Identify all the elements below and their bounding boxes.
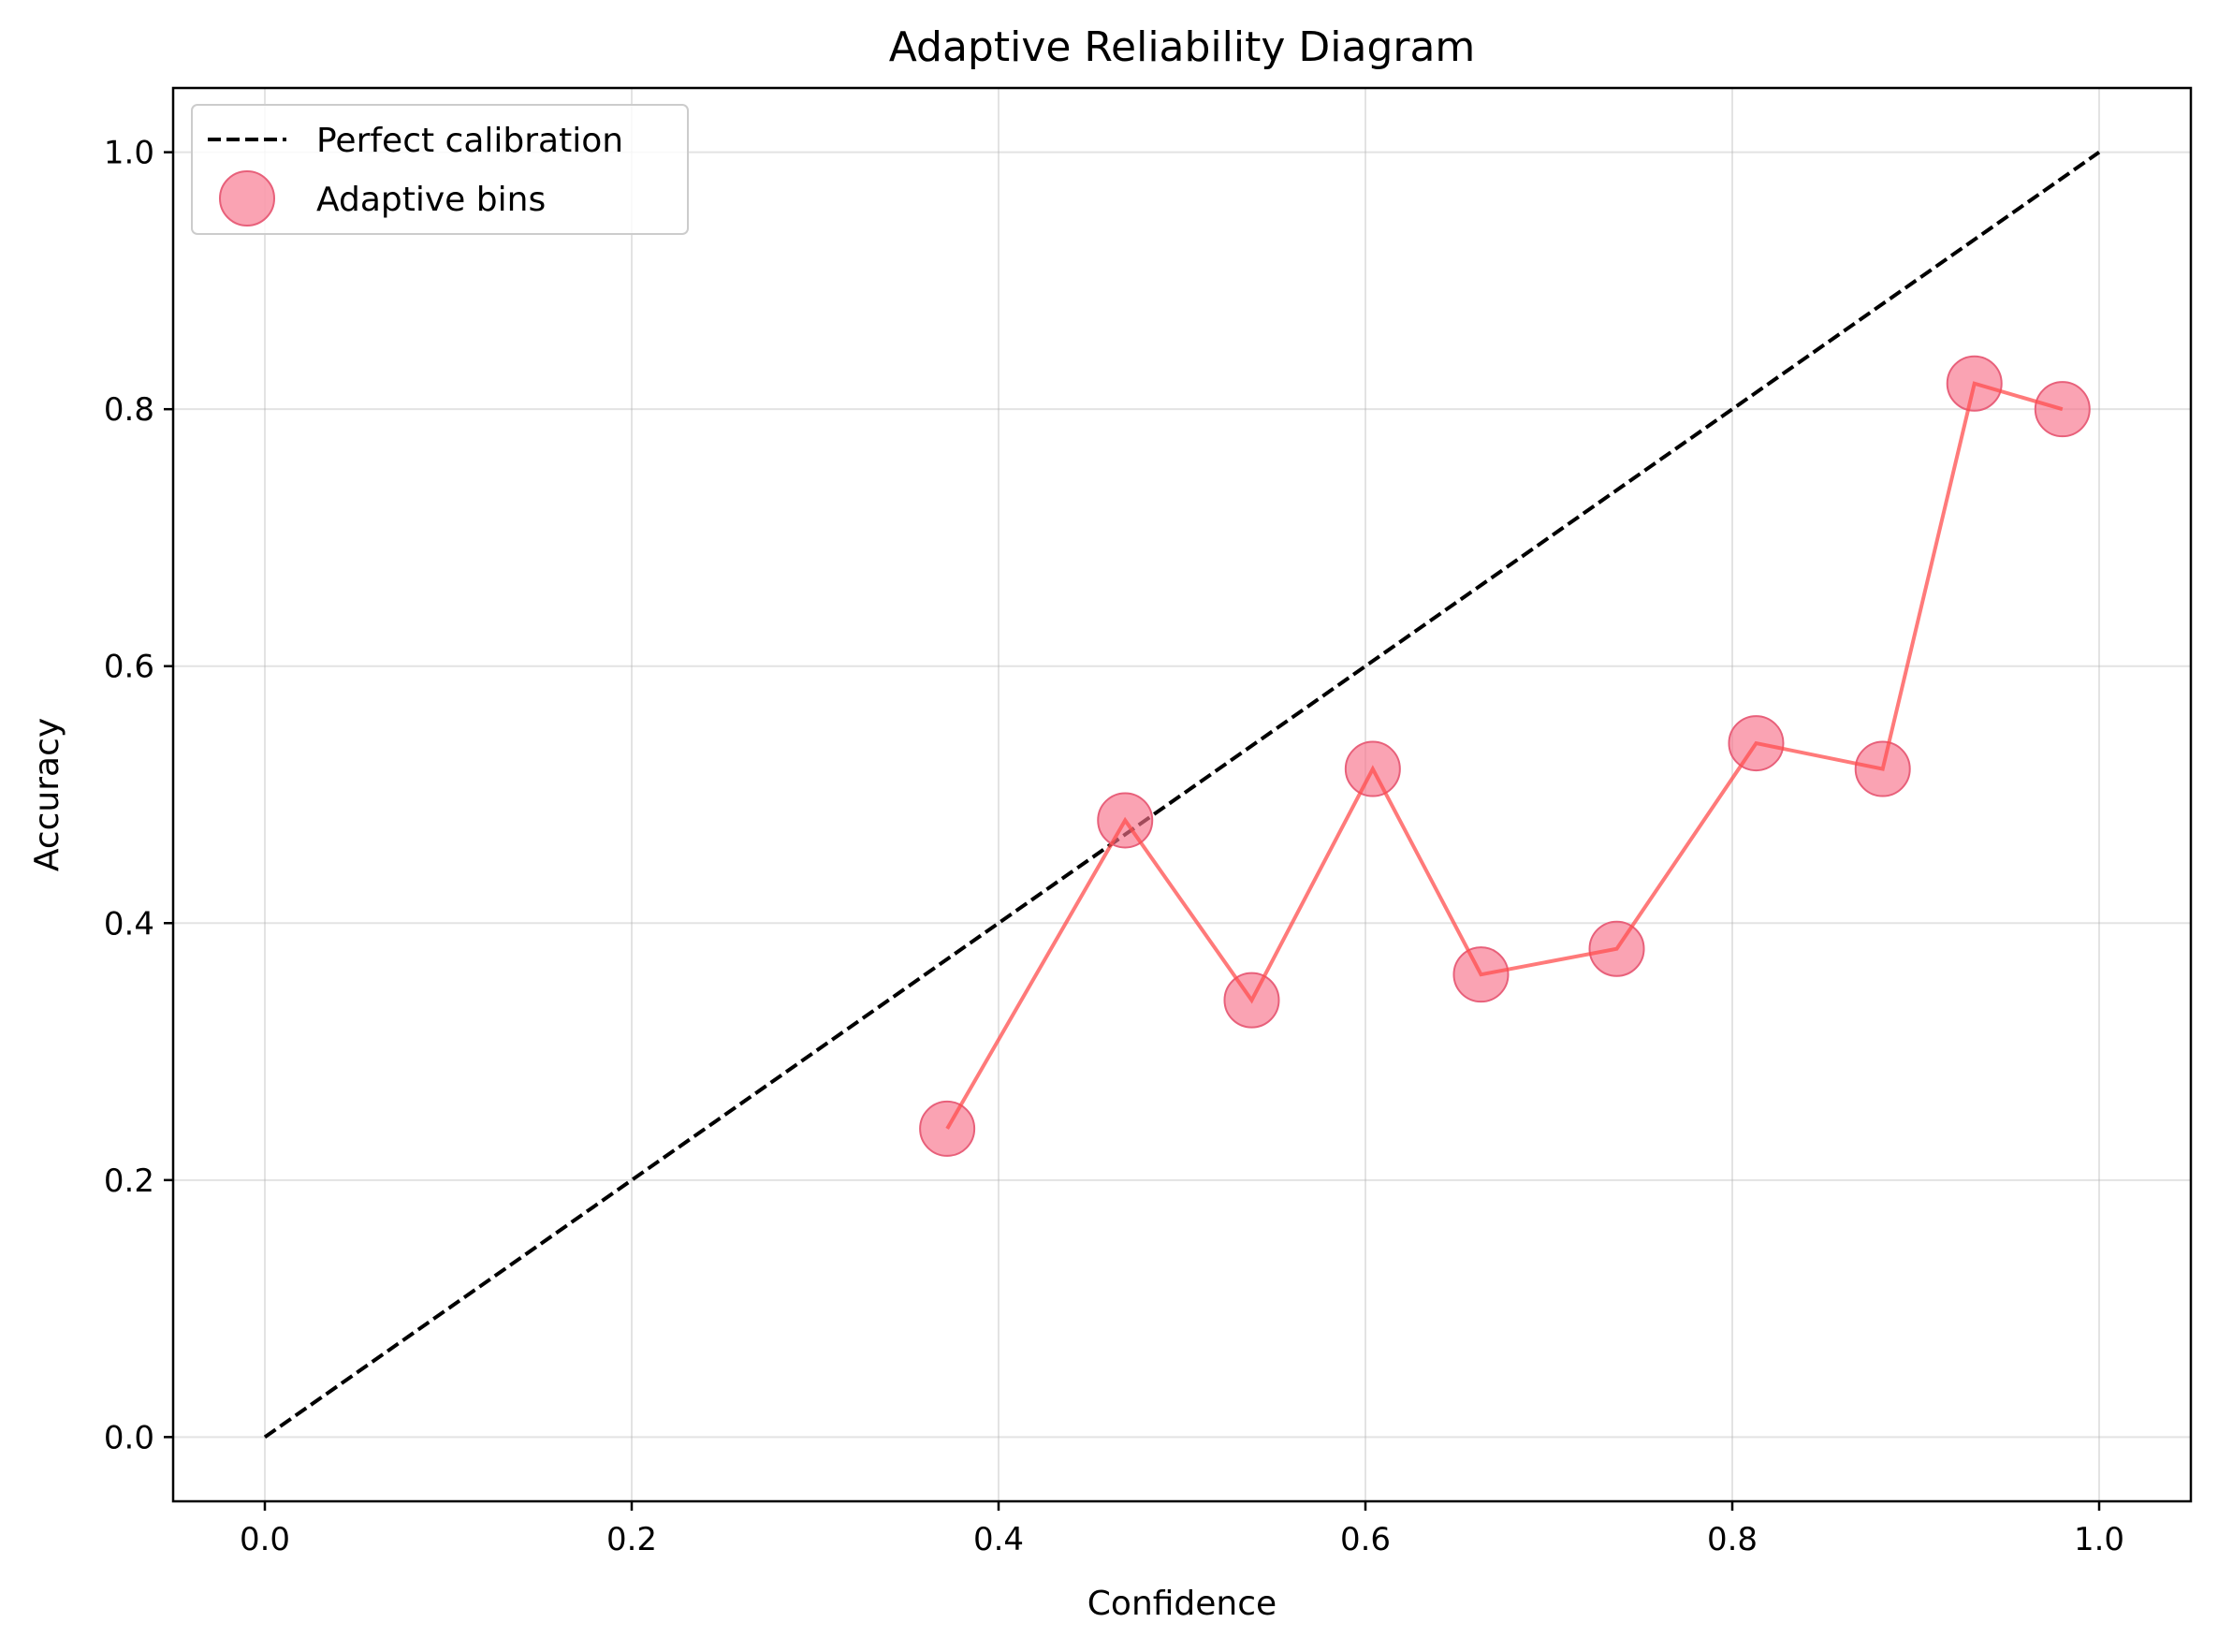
y-tick-label: 0.4 [104,905,154,943]
x-tick-label: 0.8 [1707,1521,1758,1558]
y-tick-label: 0.6 [104,649,154,686]
adaptive-bins-line [945,381,2064,1130]
y-axis-ticks: 0.0 0.2 0.4 0.6 0.8 1.0 [104,135,173,1456]
plot-content [263,150,2101,1440]
y-tick-label: 0.0 [104,1419,154,1456]
legend-marker-swatch [219,170,275,227]
grid-lines [173,88,2191,1501]
legend-label-perfect-calibration: Perfect calibration [316,122,623,160]
x-tick-label: 0.0 [240,1521,290,1558]
x-tick-label: 1.0 [2074,1521,2124,1558]
legend-label-adaptive-bins: Adaptive bins [316,181,546,219]
plot-frame [171,86,2193,1503]
x-tick-label: 0.6 [1340,1521,1391,1558]
y-tick-label: 0.8 [104,391,154,429]
legend: Perfect calibration Adaptive bins [191,104,689,235]
y-axis-label: Accuracy [28,718,66,871]
x-tick-label: 0.2 [606,1521,657,1558]
x-axis-ticks: 0.0 0.2 0.4 0.6 0.8 1.0 [240,1501,2124,1558]
legend-box [191,104,689,235]
y-tick-label: 0.2 [104,1162,154,1200]
x-tick-label: 0.4 [973,1521,1024,1558]
y-tick-label: 1.0 [104,135,154,172]
x-axis-label: Confidence [1087,1585,1277,1623]
chart-title: Adaptive Reliability Diagram [889,23,1476,71]
